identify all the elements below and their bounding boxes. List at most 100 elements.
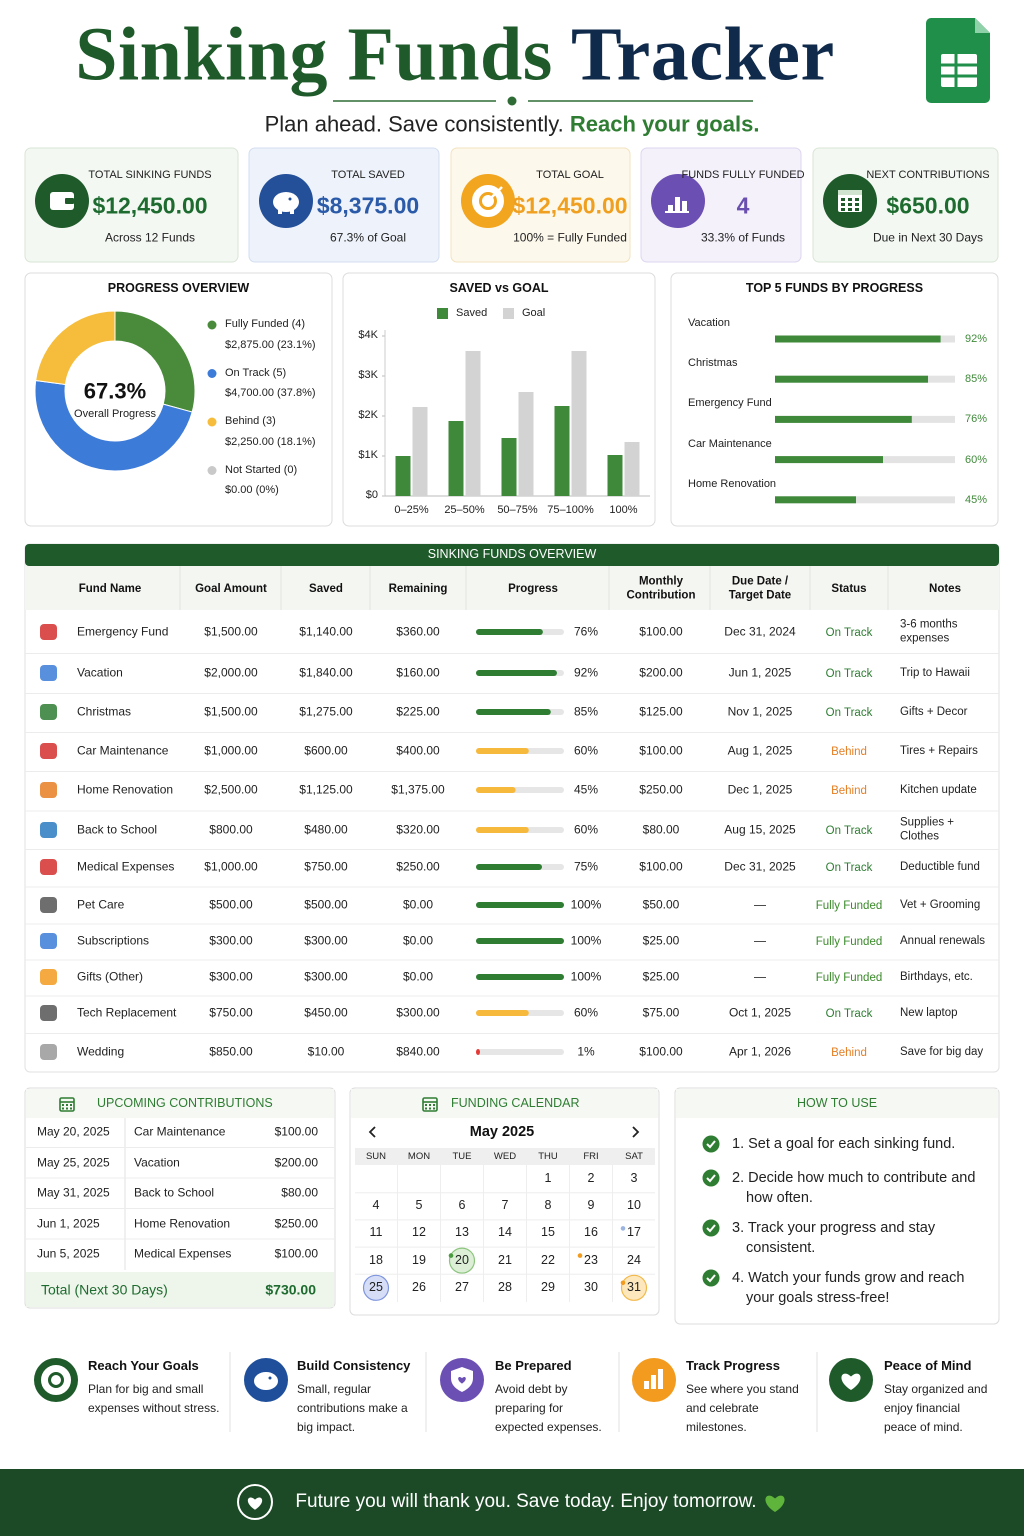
calendar-day: 1 (544, 1171, 552, 1186)
x-tick-label: 25–50% (444, 504, 485, 517)
icon-glyph (855, 198, 859, 201)
saved-amount: $10.00 (307, 1044, 345, 1059)
check-icon (702, 1135, 720, 1153)
monthly-contribution: $100.00 (639, 859, 683, 874)
y-tick-label: $3K (358, 369, 378, 382)
legend-swatch (437, 308, 448, 319)
monthly-contribution: $50.00 (642, 897, 680, 912)
feature-title: Track Progress (686, 1357, 780, 1373)
prev-month (368, 1126, 376, 1138)
calendar-day: 8 (544, 1198, 552, 1213)
weekday: WED (493, 1151, 517, 1163)
bar (465, 351, 481, 496)
goal-amount: $300.00 (209, 969, 253, 984)
fund-name: Christmas (77, 704, 132, 719)
monthly-contribution: $75.00 (642, 1005, 680, 1020)
calendar-day: 2 (587, 1171, 595, 1186)
status: On Track (825, 824, 873, 837)
remaining-amount: $160.00 (396, 665, 440, 680)
legend-value: $2,250.00 (18.1%) (225, 435, 316, 448)
check-mark (706, 1174, 716, 1183)
row-icon (40, 1005, 57, 1021)
contribution-date: May 31, 2025 (37, 1185, 110, 1200)
howto-step: 2. Decide how much to contribute and how… (732, 1170, 976, 1206)
bar (412, 407, 428, 496)
icon-glyph (658, 1369, 663, 1389)
due-date: Aug 1, 2025 (727, 743, 793, 758)
title-main: Sinking Funds (75, 12, 553, 97)
remaining-amount: $840.00 (396, 1044, 440, 1059)
card-label: FUNDS FULLY FUNDED (681, 169, 805, 182)
calendar-day: 17 (627, 1225, 641, 1240)
column-header: Saved (309, 582, 343, 595)
status: On Track (825, 706, 873, 719)
icon-glyph (682, 201, 687, 211)
progress-bar (476, 1049, 480, 1055)
status: On Track (825, 626, 873, 639)
check-icon (702, 1269, 720, 1287)
progress-bar (476, 787, 516, 793)
saved-amount: $1,140.00 (299, 624, 353, 639)
page-title: Sinking Funds Tracker (75, 8, 835, 103)
bar (775, 456, 883, 464)
progress-label: 1% (577, 1044, 595, 1059)
calendar-day: 3 (630, 1171, 638, 1186)
due-date: Jun 1, 2025 (728, 665, 792, 680)
howto-header (676, 1089, 998, 1118)
progress-label: 60% (573, 1005, 599, 1020)
icon-glyph (273, 192, 299, 212)
remaining-amount: $300.00 (396, 1005, 440, 1020)
title-accent: Tracker (571, 12, 835, 97)
due-date: Aug 15, 2025 (724, 822, 796, 837)
card-label: NEXT CONTRIBUTIONS (866, 169, 990, 182)
saved-amount: $600.00 (304, 743, 348, 758)
day-dot (620, 1226, 626, 1231)
donut-center-label: Overall Progress (74, 408, 156, 421)
bar-label: Christmas (688, 357, 738, 370)
legend-label: Not Started (0) (225, 463, 298, 476)
bar (775, 415, 912, 423)
footer-icon-heart (247, 1497, 263, 1510)
check-icon (702, 1169, 720, 1187)
icon-glyph (65, 198, 74, 204)
column-header: Progress (508, 582, 558, 595)
weekday: FRI (583, 1151, 599, 1163)
status: Behind (831, 784, 867, 797)
upcoming-panel (24, 1087, 336, 1309)
contribution-date: Jun 1, 2025 (37, 1216, 100, 1230)
calendar-icon (62, 1107, 64, 1110)
notes: Kitchen update (900, 783, 977, 796)
notes: Save for big day (900, 1045, 984, 1058)
progress-label: 92% (573, 665, 599, 680)
legend-dot (207, 417, 217, 427)
remaining-amount: $400.00 (396, 743, 440, 758)
goal-amount: $1,500.00 (204, 704, 258, 719)
day-dot (577, 1253, 583, 1258)
table-header (25, 566, 999, 610)
contribution-date: May 25, 2025 (37, 1155, 110, 1169)
day-dot (448, 1253, 454, 1258)
icon-glyph (841, 1373, 861, 1390)
y-tick-label: $2K (358, 409, 378, 422)
saved-amount: $1,840.00 (299, 665, 353, 680)
highlight-day (362, 1274, 390, 1301)
goal-amount: $750.00 (209, 1005, 253, 1020)
contribution-amount: $80.00 (281, 1185, 318, 1200)
next-month (632, 1126, 640, 1138)
notes: Gifts + Decor (900, 705, 968, 718)
fund-name: Pet Care (77, 897, 125, 912)
due-date: — (754, 933, 766, 948)
status: Behind (831, 745, 867, 758)
legend-label: Goal (522, 307, 546, 320)
icon-glyph (50, 192, 74, 210)
bar-track (775, 496, 955, 504)
bar-label: Vacation (688, 317, 730, 330)
saved-amount: $1,275.00 (299, 704, 353, 719)
calendar-day: 31 (627, 1279, 641, 1294)
fund-name: Back to School (77, 822, 158, 837)
card-value: 4 (736, 192, 750, 219)
bar (554, 406, 570, 496)
progress-bar (476, 670, 557, 676)
card-value: $12,450.00 (512, 192, 628, 219)
